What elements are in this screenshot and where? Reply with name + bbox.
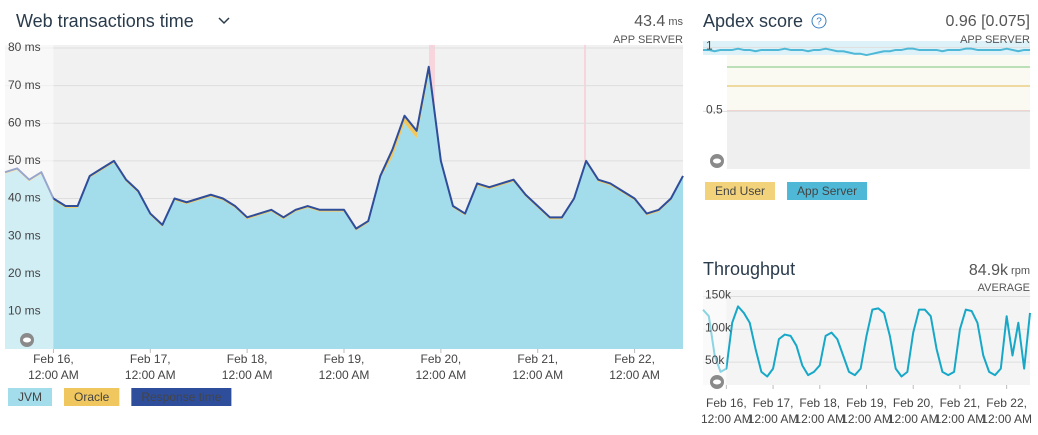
history-overlay xyxy=(698,284,727,385)
legend-label: End User xyxy=(715,184,765,198)
x-tick-label-line: 12:00 AM xyxy=(981,412,1032,426)
dropdown-chevron[interactable] xyxy=(218,17,230,25)
legend-label: Oracle xyxy=(74,390,110,404)
chart-title: Web transactions time xyxy=(16,11,194,31)
x-tick-label-line: 12:00 AM xyxy=(701,412,752,426)
plot-band xyxy=(727,55,1030,111)
summary-unit: ms xyxy=(668,16,683,28)
legend-swatch xyxy=(787,182,868,200)
x-tick-label-line: 12:00 AM xyxy=(28,368,79,382)
x-tick-label-line: Feb 19, xyxy=(324,352,365,366)
y-tick-label: 80 ms xyxy=(8,40,41,54)
chart-title: Throughput xyxy=(703,259,795,279)
y-tick-label: 10 ms xyxy=(8,304,41,318)
legend-swatch xyxy=(64,388,120,406)
y-tick-label: 50k xyxy=(705,353,725,367)
summary-value: 0.96 [0.075] xyxy=(945,13,1030,30)
x-tick-label: Feb 18, 12:00 AM xyxy=(222,352,273,382)
x-tick-label-line: Feb 20, xyxy=(421,352,462,366)
x-tick-label: Feb 20, 12:00 AM xyxy=(416,352,467,382)
summary-unit: rpm xyxy=(1011,265,1030,277)
x-tick-label: Feb 17, 12:00 AM xyxy=(125,352,176,382)
legend-label: JVM xyxy=(18,390,42,404)
x-tick-label-line: Feb 22, xyxy=(986,396,1027,410)
x-tick-label-line: 12:00 AM xyxy=(794,412,845,426)
y-tick-label: 40 ms xyxy=(8,191,41,205)
line xyxy=(703,47,1030,57)
x-tick-label: Feb 19, 12:00 AM xyxy=(319,352,370,382)
x-tick-label: Feb 22, 12:00 AM xyxy=(981,396,1032,426)
y-tick-label: 20 ms xyxy=(8,266,41,280)
y-tick-label: 100k xyxy=(705,320,732,334)
x-tick-label-line: 12:00 AM xyxy=(222,368,273,382)
legend-label: App Server xyxy=(797,184,857,198)
summary: 43.4 ms xyxy=(634,13,683,30)
plot-band xyxy=(703,41,1030,55)
legend-label: Response time xyxy=(141,390,221,404)
y-tick-label: 50 ms xyxy=(8,153,41,167)
x-tick-label: Feb 18, 12:00 AM xyxy=(794,396,845,426)
x-tick-label-line: 12:00 AM xyxy=(416,368,467,382)
x-tick-label: Feb 19, 12:00 AM xyxy=(841,396,892,426)
x-tick-label-line: Feb 18, xyxy=(227,352,268,366)
x-tick-label-line: 12:00 AM xyxy=(748,412,799,426)
x-tick-label-line: 12:00 AM xyxy=(125,368,176,382)
y-tick-label: 30 ms xyxy=(8,228,41,242)
help-icon[interactable] xyxy=(811,13,827,29)
history-overlay xyxy=(0,42,54,349)
summary-label: APP SERVER xyxy=(960,34,1030,46)
y-tick-label: 70 ms xyxy=(8,78,41,92)
chart-title: Apdex score xyxy=(703,11,803,31)
x-tick-label-line: 12:00 AM xyxy=(609,368,660,382)
summary-value: 43.4 xyxy=(634,13,665,30)
x-tick-label-line: Feb 16, xyxy=(706,396,747,410)
x-tick-label: Feb 16, 12:00 AM xyxy=(28,352,79,382)
x-tick-label-line: 12:00 AM xyxy=(888,412,939,426)
x-tick-label: Feb 21, 12:00 AM xyxy=(512,352,563,382)
line xyxy=(4,65,684,230)
x-tick-label: Feb 17, 12:00 AM xyxy=(748,396,799,426)
handle-icon-inner xyxy=(23,337,31,343)
handle-icon-inner xyxy=(713,158,721,164)
summary-label: APP SERVER xyxy=(613,34,683,46)
x-tick-label-line: Feb 20, xyxy=(893,396,934,410)
area xyxy=(5,74,683,350)
x-tick-label-line: 12:00 AM xyxy=(319,368,370,382)
x-tick-label-line: Feb 18, xyxy=(799,396,840,410)
x-tick-label: Feb 22, 12:00 AM xyxy=(609,352,660,382)
x-tick-label: Feb 21, 12:00 AM xyxy=(935,396,986,426)
y-tick-label: 60 ms xyxy=(8,115,41,129)
chart: 10 ms 20 ms 30 ms 40 ms 50 ms 60 ms 70 ms 80 ms… xyxy=(0,40,684,406)
summary: 84.9k rpm xyxy=(969,262,1030,279)
legend-swatch xyxy=(131,388,232,406)
x-tick-label-line: Feb 21, xyxy=(940,396,981,410)
chart: 1 0.5 End User App Server xyxy=(703,39,1030,200)
summary-label: AVERAGE xyxy=(978,282,1030,294)
y-tick-label: 150k xyxy=(705,288,732,302)
y-tick-label: 1 xyxy=(706,39,713,53)
x-tick-label-line: 12:00 AM xyxy=(841,412,892,426)
help-icon-glyph: ? xyxy=(816,17,822,28)
legend-swatch xyxy=(8,388,52,406)
handle-icon-inner xyxy=(713,379,721,385)
x-tick-label-line: Feb 22, xyxy=(614,352,655,366)
x-tick-label: Feb 16, 12:00 AM xyxy=(701,396,752,426)
x-tick-label-line: Feb 19, xyxy=(846,396,887,410)
x-tick-label-line: Feb 17, xyxy=(130,352,171,366)
line xyxy=(702,305,1031,378)
x-tick-label-line: 12:00 AM xyxy=(935,412,986,426)
legend-swatch xyxy=(705,182,776,200)
x-tick-label-line: Feb 17, xyxy=(753,396,794,410)
x-tick-label-line: Feb 21, xyxy=(517,352,558,366)
summary-value: 84.9k xyxy=(969,262,1009,279)
x-tick-label-line: 12:00 AM xyxy=(512,368,563,382)
y-tick-label: 0.5 xyxy=(706,103,723,117)
x-tick-label: Feb 20, 12:00 AM xyxy=(888,396,939,426)
x-tick-label-line: Feb 16, xyxy=(33,352,74,366)
